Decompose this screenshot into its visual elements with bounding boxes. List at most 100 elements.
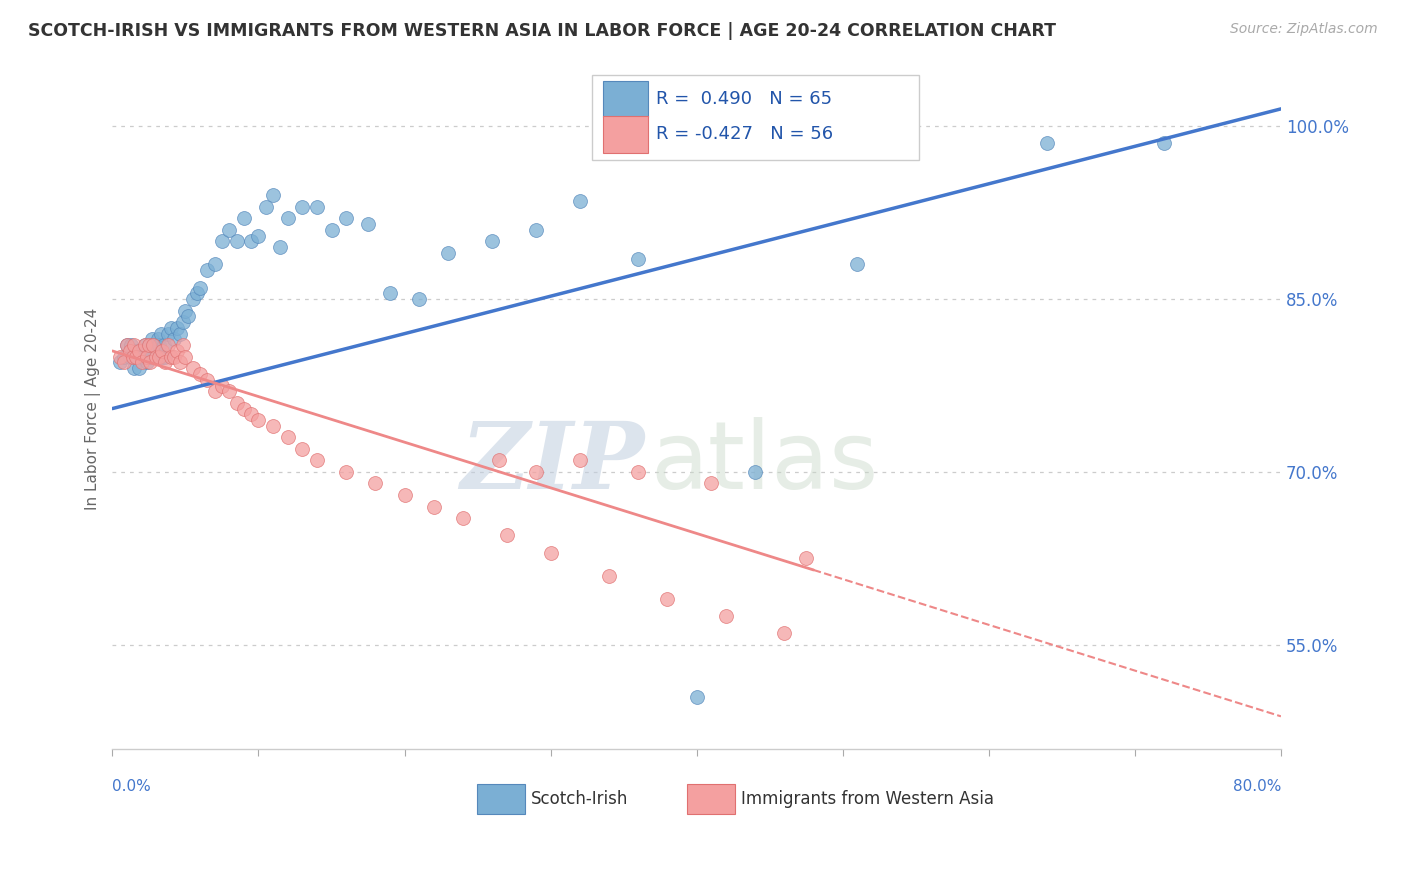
Point <box>128 361 150 376</box>
Point <box>125 350 148 364</box>
Point <box>152 338 174 352</box>
Text: atlas: atlas <box>650 417 879 509</box>
Point <box>364 476 387 491</box>
Text: ZIP: ZIP <box>460 418 644 508</box>
Point <box>138 338 160 352</box>
Point <box>181 361 204 376</box>
Point <box>135 350 157 364</box>
Point <box>112 350 135 364</box>
Point <box>160 321 183 335</box>
Point <box>124 338 146 352</box>
Point <box>598 568 620 582</box>
Point <box>240 235 263 249</box>
Point <box>247 413 270 427</box>
Point <box>568 453 591 467</box>
Point <box>773 626 796 640</box>
Point <box>451 511 474 525</box>
FancyBboxPatch shape <box>688 784 735 814</box>
Point <box>488 453 510 467</box>
Point <box>240 408 263 422</box>
Point <box>166 321 188 335</box>
Point <box>437 246 460 260</box>
Text: Source: ZipAtlas.com: Source: ZipAtlas.com <box>1230 22 1378 37</box>
Point <box>423 500 446 514</box>
Point <box>174 350 197 364</box>
Point <box>1036 136 1059 151</box>
Point <box>262 188 284 202</box>
Point <box>108 355 131 369</box>
Point <box>148 350 170 364</box>
Point <box>247 228 270 243</box>
Text: R =  0.490   N = 65: R = 0.490 N = 65 <box>655 90 832 108</box>
Point <box>225 235 247 249</box>
Point <box>142 338 165 352</box>
Point <box>188 367 211 381</box>
Point <box>700 476 723 491</box>
Point <box>714 609 737 624</box>
Point <box>139 350 162 364</box>
Text: Scotch-Irish: Scotch-Irish <box>530 790 628 808</box>
Point <box>568 194 591 208</box>
Point <box>277 430 299 444</box>
Point <box>138 338 160 352</box>
Point <box>540 546 562 560</box>
Point <box>174 303 197 318</box>
Point <box>378 286 401 301</box>
Point <box>118 343 141 358</box>
Text: R = -0.427   N = 56: R = -0.427 N = 56 <box>655 126 832 144</box>
Point <box>115 338 138 352</box>
Point <box>118 350 141 364</box>
Point <box>321 223 343 237</box>
Point <box>195 373 218 387</box>
Point <box>150 350 173 364</box>
Text: 80.0%: 80.0% <box>1233 780 1281 794</box>
Y-axis label: In Labor Force | Age 20-24: In Labor Force | Age 20-24 <box>86 308 101 509</box>
Point <box>524 223 547 237</box>
Point <box>481 235 503 249</box>
Point <box>1153 136 1175 151</box>
Point <box>163 350 186 364</box>
Point <box>160 350 183 364</box>
FancyBboxPatch shape <box>603 81 648 118</box>
Point <box>211 235 233 249</box>
Point <box>145 350 167 364</box>
Point <box>115 338 138 352</box>
Point <box>335 211 357 226</box>
FancyBboxPatch shape <box>477 784 524 814</box>
Point <box>269 240 291 254</box>
Point <box>305 453 328 467</box>
Point <box>291 200 314 214</box>
Point <box>169 326 191 341</box>
Point <box>169 355 191 369</box>
Point <box>524 465 547 479</box>
Point <box>218 384 240 399</box>
Point <box>146 333 169 347</box>
Point <box>131 355 153 369</box>
Point <box>627 465 650 479</box>
Point <box>262 418 284 433</box>
Point <box>153 355 176 369</box>
Point <box>218 223 240 237</box>
Point <box>112 355 135 369</box>
Point <box>148 338 170 352</box>
Point <box>136 350 159 364</box>
Point <box>794 551 817 566</box>
Point <box>335 465 357 479</box>
Point <box>657 591 679 606</box>
Point <box>136 355 159 369</box>
Point <box>139 355 162 369</box>
Point <box>121 350 143 364</box>
FancyBboxPatch shape <box>592 75 918 161</box>
Point <box>142 338 165 352</box>
Point <box>254 200 277 214</box>
Point <box>131 343 153 358</box>
Point <box>627 252 650 266</box>
Point <box>744 465 766 479</box>
Point <box>225 396 247 410</box>
Point <box>277 211 299 226</box>
Point <box>127 350 149 364</box>
Text: 0.0%: 0.0% <box>112 780 152 794</box>
Point <box>232 211 254 226</box>
Point <box>149 326 172 341</box>
Point <box>186 286 208 301</box>
